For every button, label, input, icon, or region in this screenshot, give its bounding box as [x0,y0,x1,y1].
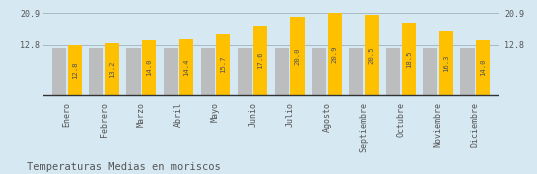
Bar [476,40,490,95]
Text: 20.5: 20.5 [369,46,375,64]
Bar [238,48,252,95]
Text: 20.9: 20.9 [332,45,338,63]
Bar [164,48,178,95]
Bar [423,48,438,95]
Bar [402,23,416,95]
Text: 15.7: 15.7 [220,56,226,73]
Bar [201,48,215,95]
Text: 20.0: 20.0 [294,47,301,65]
Bar [68,45,82,95]
Text: 14.0: 14.0 [480,59,486,76]
Text: 18.5: 18.5 [406,50,412,68]
Text: 14.4: 14.4 [183,58,189,76]
Bar [126,48,141,95]
Bar [52,48,67,95]
Text: 14.0: 14.0 [146,59,152,76]
Bar [142,40,156,95]
Bar [439,31,453,95]
Bar [105,43,119,95]
Text: 12.8: 12.8 [72,61,78,79]
Bar [89,48,104,95]
Bar [349,48,363,95]
Bar [386,48,400,95]
Text: 17.6: 17.6 [257,52,264,69]
Bar [275,48,289,95]
Bar [179,39,193,95]
Bar [216,34,230,95]
Text: Temperaturas Medias en moriscos: Temperaturas Medias en moriscos [27,162,221,172]
Bar [365,15,379,95]
Bar [460,48,475,95]
Bar [328,13,342,95]
Bar [291,17,304,95]
Text: 16.3: 16.3 [443,54,449,72]
Bar [253,26,267,95]
Bar [312,48,326,95]
Text: 13.2: 13.2 [109,60,115,78]
